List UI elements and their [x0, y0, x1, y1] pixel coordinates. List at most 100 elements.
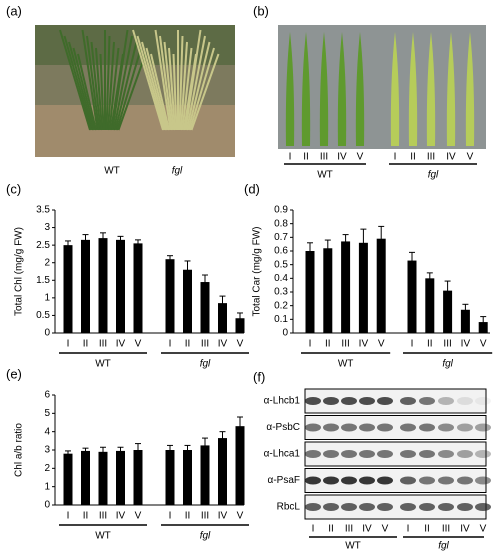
lane-label: V	[467, 152, 474, 163]
leaf	[63, 35, 93, 131]
band	[377, 423, 393, 432]
leaf	[187, 41, 211, 131]
band	[341, 397, 357, 405]
bar	[235, 426, 245, 505]
y-tick-label: 5	[44, 408, 50, 419]
photo-b	[278, 25, 486, 149]
y-axis-title: Total Car (mg/g FW)	[252, 226, 263, 316]
x-tick-label: III	[201, 339, 209, 350]
bar	[183, 269, 192, 333]
leaf	[465, 32, 475, 146]
x-tick-label: I	[411, 339, 414, 350]
bar	[425, 278, 435, 333]
bar	[98, 238, 108, 333]
y-tick-label: 6	[44, 390, 50, 401]
y-tick-label: 1.5	[36, 275, 50, 286]
x-tick-label: V	[135, 511, 142, 522]
photo-a	[35, 25, 235, 157]
y-axis-title: Total Chl (mg/g FW)	[14, 227, 25, 316]
lane-label: IV	[362, 524, 372, 535]
bar	[116, 450, 125, 505]
band	[323, 450, 339, 458]
leaf	[113, 35, 133, 131]
bar	[98, 451, 108, 505]
band	[457, 503, 473, 511]
lane-label: III	[320, 152, 328, 163]
band	[400, 397, 416, 405]
leaf	[337, 32, 347, 146]
band	[323, 503, 339, 511]
panel-label: (a)	[6, 3, 22, 18]
leaf	[390, 32, 400, 146]
leaf	[111, 29, 129, 131]
x-tick-label: II	[83, 511, 89, 522]
leaf	[168, 47, 176, 131]
band	[457, 397, 473, 405]
y-tick-label: 4	[44, 426, 50, 437]
panel-label: (b)	[253, 3, 269, 18]
y-tick-label: 0	[44, 500, 50, 511]
band	[305, 397, 321, 405]
leaf	[408, 32, 418, 146]
bar	[218, 303, 227, 333]
lane-label: IV	[446, 152, 456, 163]
band	[457, 450, 473, 458]
leaf	[426, 32, 436, 146]
band	[341, 450, 357, 458]
panel-label: (c)	[6, 181, 21, 196]
y-tick-label: 0.5	[36, 310, 50, 321]
leaf	[189, 47, 215, 131]
x-tick-label: II	[83, 339, 89, 350]
band	[475, 423, 491, 432]
leaf	[116, 47, 142, 131]
x-tick-label: I	[67, 339, 70, 350]
row-label: α-PsaF	[268, 475, 300, 486]
band	[457, 423, 473, 432]
y-tick-label: 1	[44, 292, 50, 303]
band	[377, 397, 393, 405]
leaf	[301, 32, 311, 146]
leaf	[72, 47, 96, 131]
group-label: WT	[95, 359, 111, 370]
x-tick-label: IV	[116, 339, 126, 350]
group-label: WT	[317, 170, 333, 181]
bar	[305, 251, 315, 333]
lane-label: I	[312, 524, 315, 535]
band	[419, 397, 435, 405]
bar	[200, 282, 210, 333]
lane-label: III	[427, 152, 435, 163]
lane-label: III	[345, 524, 353, 535]
band	[377, 476, 393, 485]
panel-label: (f)	[253, 369, 265, 384]
x-tick-label: I	[309, 339, 312, 350]
leaf	[81, 29, 99, 131]
band	[457, 476, 473, 485]
y-tick-label: 2	[44, 257, 50, 268]
panel-label: (d)	[244, 181, 260, 196]
bar	[443, 290, 453, 333]
bar	[63, 453, 73, 505]
band	[419, 476, 435, 485]
bar	[376, 238, 386, 333]
leaf	[178, 35, 184, 131]
bar	[200, 445, 210, 505]
bar	[218, 438, 227, 505]
x-tick-label: IV	[218, 511, 228, 522]
band	[438, 397, 454, 405]
lane-label: II	[303, 152, 309, 163]
band	[419, 450, 435, 458]
leaf	[117, 53, 147, 131]
leaf	[95, 47, 103, 131]
bar	[133, 450, 143, 505]
leaf	[105, 35, 111, 131]
band	[341, 476, 357, 485]
lane-label: V	[480, 524, 487, 535]
y-tick-label: 0.6	[274, 246, 288, 257]
bar	[63, 245, 73, 333]
panel-label: (e)	[6, 366, 22, 381]
x-tick-label: II	[185, 339, 191, 350]
band	[341, 423, 357, 432]
x-tick-label: III	[443, 339, 451, 350]
y-tick-label: 0.2	[274, 300, 288, 311]
